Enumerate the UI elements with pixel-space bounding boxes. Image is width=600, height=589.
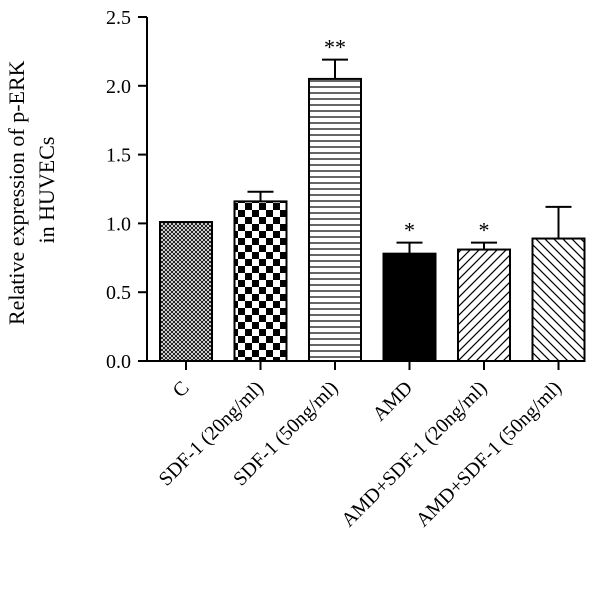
bar bbox=[159, 221, 213, 362]
y-axis-label-line-2: in HUVECs bbox=[34, 137, 59, 244]
x-tick-label: C bbox=[169, 377, 194, 402]
significance-label: * bbox=[479, 218, 490, 243]
x-tick-label: AMD+SDF-1 (20ng/ml) bbox=[337, 377, 491, 531]
bar bbox=[308, 77, 362, 362]
bar bbox=[531, 237, 586, 362]
bar bbox=[457, 248, 511, 363]
bar bbox=[382, 252, 437, 362]
y-tick-label: 0.5 bbox=[106, 282, 131, 304]
axes: 0.0 0.5 1.0 1.5 2.0 2.5 bbox=[106, 7, 585, 373]
y-tick-label: 1.5 bbox=[106, 145, 131, 167]
y-tick-label: 2.0 bbox=[106, 76, 131, 98]
y-axis-label-line-1: Relative expression of p-ERK bbox=[4, 60, 29, 325]
bar bbox=[233, 200, 288, 362]
bars: *** * bbox=[159, 35, 586, 363]
y-tick-label: 0.0 bbox=[106, 351, 131, 373]
y-tick-label: 1.0 bbox=[106, 213, 131, 235]
significance-label: ** bbox=[324, 35, 346, 60]
x-tick-label: AMD+SDF-1 (50ng/ml) bbox=[412, 377, 566, 531]
y-axis-label: Relative expression of p-ERK in HUVECs bbox=[4, 55, 59, 325]
y-tick-label: 2.5 bbox=[106, 7, 131, 29]
significance-label: * bbox=[404, 218, 415, 243]
x-tick-label: AMD bbox=[368, 377, 417, 426]
